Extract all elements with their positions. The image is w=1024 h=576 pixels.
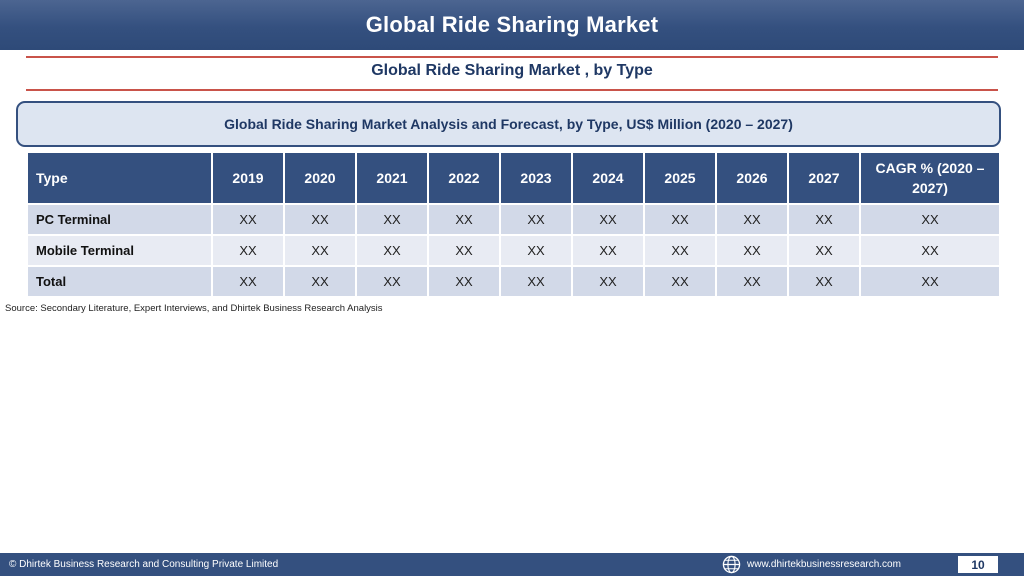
table-cell: XX bbox=[211, 265, 285, 298]
globe-icon bbox=[722, 555, 741, 574]
table-caption: Global Ride Sharing Market Analysis and … bbox=[224, 116, 793, 132]
table-row: Mobile Terminal XX XX XX XX XX XX XX XX … bbox=[26, 234, 1001, 267]
footer-bar: © Dhirtek Business Research and Consulti… bbox=[0, 553, 1024, 576]
column-header-2021: 2021 bbox=[355, 151, 429, 205]
table-cell: XX bbox=[787, 234, 861, 267]
table-cell: XX bbox=[427, 234, 501, 267]
website-link[interactable]: www.dhirtekbusinessresearch.com bbox=[747, 559, 901, 570]
source-note: Source: Secondary Literature, Expert Int… bbox=[5, 303, 383, 314]
column-header-2027: 2027 bbox=[787, 151, 861, 205]
row-label-mobile-terminal: Mobile Terminal bbox=[26, 234, 213, 267]
bottom-divider bbox=[26, 89, 998, 91]
column-header-type: Type bbox=[26, 151, 213, 205]
table-cell: XX bbox=[571, 265, 645, 298]
table-cell: XX bbox=[283, 203, 357, 236]
section-subtitle: Global Ride Sharing Market , by Type bbox=[371, 62, 653, 79]
column-header-2023: 2023 bbox=[499, 151, 573, 205]
table-cell: XX bbox=[715, 265, 789, 298]
table-cell: XX bbox=[787, 203, 861, 236]
table-cell: XX bbox=[715, 203, 789, 236]
table-cell: XX bbox=[355, 234, 429, 267]
column-header-cagr: CAGR % (2020 – 2027) bbox=[859, 151, 1001, 205]
table-cell: XX bbox=[499, 265, 573, 298]
top-divider bbox=[26, 56, 998, 58]
table-cell: XX bbox=[211, 203, 285, 236]
table-cell: XX bbox=[427, 203, 501, 236]
table-cell: XX bbox=[859, 234, 1001, 267]
column-header-2024: 2024 bbox=[571, 151, 645, 205]
table-header-row: Type 2019 2020 2021 2022 2023 2024 2025 … bbox=[26, 151, 1001, 205]
row-label-total: Total bbox=[26, 265, 213, 298]
page-title: Global Ride Sharing Market bbox=[365, 12, 659, 37]
table-cell: XX bbox=[211, 234, 285, 267]
table-row: PC Terminal XX XX XX XX XX XX XX XX XX X… bbox=[26, 203, 1001, 236]
table-cell: XX bbox=[283, 265, 357, 298]
table-cell: XX bbox=[571, 203, 645, 236]
page-number: 10 bbox=[958, 556, 998, 573]
table-cell: XX bbox=[715, 234, 789, 267]
title-bar: Global Ride Sharing Market bbox=[0, 0, 1024, 50]
table-caption-banner: Global Ride Sharing Market Analysis and … bbox=[16, 101, 1001, 147]
copyright-text: © Dhirtek Business Research and Consulti… bbox=[9, 559, 279, 570]
row-label-pc-terminal: PC Terminal bbox=[26, 203, 213, 236]
column-header-2022: 2022 bbox=[427, 151, 501, 205]
table-cell: XX bbox=[643, 203, 717, 236]
column-header-2025: 2025 bbox=[643, 151, 717, 205]
table-cell: XX bbox=[571, 234, 645, 267]
table-cell: XX bbox=[355, 203, 429, 236]
table-cell: XX bbox=[283, 234, 357, 267]
market-table: Type 2019 2020 2021 2022 2023 2024 2025 … bbox=[26, 151, 1001, 298]
table-row: Total XX XX XX XX XX XX XX XX XX XX bbox=[26, 265, 1001, 298]
table-cell: XX bbox=[499, 234, 573, 267]
table-cell: XX bbox=[859, 203, 1001, 236]
table-cell: XX bbox=[859, 265, 1001, 298]
table-cell: XX bbox=[787, 265, 861, 298]
column-header-2026: 2026 bbox=[715, 151, 789, 205]
table-cell: XX bbox=[355, 265, 429, 298]
table-cell: XX bbox=[643, 234, 717, 267]
table-cell: XX bbox=[427, 265, 501, 298]
table-cell: XX bbox=[643, 265, 717, 298]
column-header-2019: 2019 bbox=[211, 151, 285, 205]
column-header-2020: 2020 bbox=[283, 151, 357, 205]
table-cell: XX bbox=[499, 203, 573, 236]
